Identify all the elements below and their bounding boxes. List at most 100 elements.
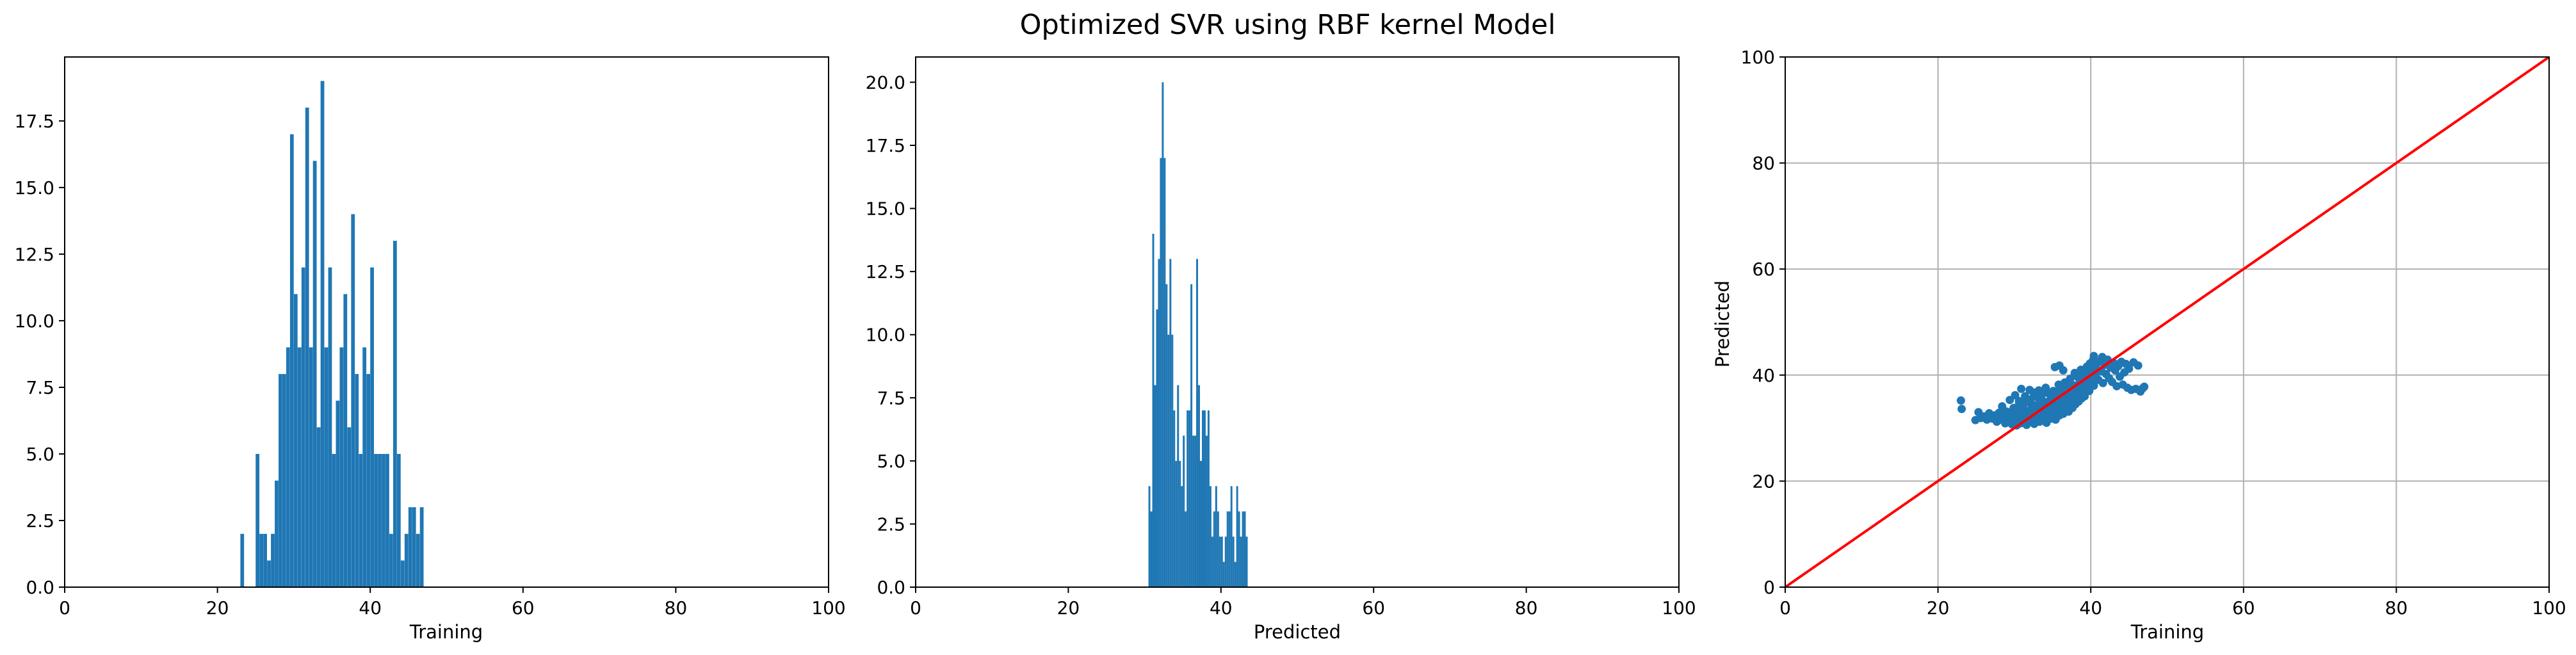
- predicted-histogram-bar: [1202, 410, 1204, 587]
- training-histogram-plot-area: 0 20 40 60 80 100 0.0 2.5 5.0 7.5 10.0 12.5 15.0 17.5: [15, 56, 846, 619]
- predicted-histogram-bar: [1173, 410, 1176, 587]
- figure-title: Optimized SVR using RBF kernel Model: [1020, 9, 1556, 41]
- training-histogram-bar: [339, 347, 344, 587]
- training-histogram-bar: [312, 161, 317, 587]
- predicted-histogram-x-tick-label: 20: [1057, 597, 1080, 619]
- predicted-histogram-bar: [1240, 537, 1242, 587]
- predicted-histogram-bar: [1200, 460, 1202, 587]
- scatter-y-tick-label: 100: [1741, 47, 1775, 68]
- predicted-histogram-bar: [1209, 486, 1211, 587]
- predicted-histogram-bar: [1230, 486, 1233, 587]
- scatter-x-tick-label: 60: [2232, 597, 2255, 619]
- training-histogram-bar: [374, 453, 378, 587]
- predicted-histogram-bar: [1163, 158, 1166, 587]
- predicted-histogram-bar: [1160, 158, 1162, 587]
- training-histogram-bar: [324, 347, 328, 587]
- predicted-histogram-y-tick-label: 5.0: [877, 451, 905, 472]
- training-histogram-y-tick-label: 2.5: [26, 510, 54, 531]
- predicted-histogram-bar: [1185, 511, 1187, 587]
- predicted-histogram-y-tick-label: 15.0: [866, 198, 905, 220]
- predicted-histogram-y-tick-label: 12.5: [866, 261, 905, 282]
- training-histogram-bar: [286, 347, 290, 587]
- scatter-point: [2026, 395, 2035, 404]
- predicted-histogram-bar: [1192, 435, 1195, 587]
- predicted-histogram-bar: [1169, 259, 1172, 587]
- scatter-plot-area: 0 20 40 60 80 100 0 20 40 60 80 100: [1741, 47, 2566, 619]
- training-histogram-x-tick-label: 60: [512, 597, 535, 619]
- predicted-histogram-bar: [1205, 435, 1208, 587]
- training-histogram-bar: [385, 453, 389, 587]
- training-histogram-bar: [393, 241, 397, 587]
- training-histogram-y-tick-label: 15.0: [15, 177, 54, 198]
- training-histogram-bar: [362, 347, 367, 587]
- predicted-histogram-axes-frame: [915, 56, 1680, 588]
- scatter-marks: [1785, 57, 2549, 587]
- scatter-point: [2005, 396, 2014, 405]
- training-histogram-bar: [404, 533, 409, 587]
- training-histogram-x-tick-label: 80: [665, 597, 688, 619]
- predicted-histogram-bar: [1198, 385, 1201, 587]
- predicted-histogram-bar: [1158, 259, 1160, 587]
- predicted-histogram-bar: [1211, 537, 1213, 587]
- predicted-histogram-bar: [1232, 537, 1235, 587]
- predicted-histogram-bar: [1152, 234, 1154, 587]
- scatter-point: [2125, 364, 2134, 373]
- predicted-histogram-x-tick-label: 100: [1662, 597, 1696, 619]
- training-histogram-bar: [259, 533, 264, 587]
- scatter-point: [2066, 375, 2075, 384]
- training-histogram-y-tick-label: 10.0: [15, 311, 54, 332]
- predicted-histogram-bar: [1150, 511, 1153, 587]
- predicted-histogram-bar: [1234, 562, 1236, 587]
- predicted-histogram-bar: [1196, 259, 1199, 587]
- training-histogram-bar: [347, 427, 352, 587]
- predicted-histogram-bar: [1156, 309, 1158, 587]
- predicted-histogram-y-tick-label: 7.5: [877, 387, 905, 408]
- training-histogram-y-tick-label: 7.5: [26, 377, 54, 398]
- training-histogram-bar: [267, 560, 271, 587]
- training-histogram-axes-frame: [64, 56, 829, 588]
- predicted-histogram-bar: [1175, 460, 1178, 587]
- predicted-histogram-bar: [1181, 486, 1183, 587]
- scatter-identity-line: [1785, 57, 2549, 587]
- predicted-histogram-y-tick-label: 17.5: [866, 135, 905, 156]
- predicted-histogram-y-tick-label: 0.0: [877, 577, 905, 598]
- training-histogram-bar: [366, 374, 371, 587]
- scatter-point: [2017, 384, 2026, 393]
- predicted-histogram-bar: [1238, 511, 1240, 587]
- scatter-x-tick-label: 0: [1779, 597, 1791, 619]
- predicted-histogram-bar: [1167, 334, 1170, 587]
- training-histogram-x-tick-label: 20: [206, 597, 229, 619]
- scatter-point: [1956, 396, 1965, 405]
- scatter-y-tick-label: 40: [1752, 365, 1775, 386]
- training-histogram-x-axis-label: Training: [409, 621, 483, 643]
- training-histogram-bar: [378, 453, 382, 587]
- training-histogram-bar: [289, 134, 294, 587]
- training-histogram-bar: [359, 453, 363, 587]
- predicted-histogram-marks: [1148, 82, 1248, 587]
- training-histogram-y-tick-label: 12.5: [15, 244, 54, 265]
- predicted-histogram-x-axis-label: Predicted: [1254, 621, 1341, 643]
- training-histogram-panel: 0 20 40 60 80 100 0.0 2.5 5.0 7.5 10.0 12.5 15.0 17.5…: [15, 56, 846, 643]
- training-histogram-y-tick-label: 17.5: [15, 111, 54, 132]
- training-histogram-bar: [240, 533, 245, 587]
- training-histogram-bar: [293, 294, 298, 587]
- training-histogram-bar: [370, 267, 374, 587]
- training-histogram-y-tick-label: 0.0: [26, 577, 54, 598]
- predicted-histogram-bar: [1236, 486, 1238, 587]
- training-histogram-bar: [316, 427, 321, 587]
- predicted-histogram-bar: [1165, 284, 1168, 587]
- predicted-histogram-bar: [1190, 284, 1193, 587]
- scatter-y-axis-label: Predicted: [1712, 280, 1733, 368]
- predicted-histogram-bar: [1222, 562, 1225, 587]
- predicted-histogram-bar: [1148, 486, 1151, 587]
- training-histogram-bar: [416, 533, 420, 587]
- predicted-histogram-bar: [1188, 410, 1191, 587]
- training-histogram-bar: [408, 507, 412, 587]
- training-histogram-bar: [282, 374, 286, 587]
- predicted-histogram-bar: [1224, 537, 1227, 587]
- predicted-histogram-panel: 0 20 40 60 80 100 0.0 2.5 5.0 7.5 10.0 12.5 15.0 17.5…: [866, 56, 1696, 643]
- scatter-axes-frame: [1785, 56, 2550, 588]
- scatter-y-tick-label: 60: [1752, 259, 1775, 280]
- training-histogram-bar: [400, 560, 405, 587]
